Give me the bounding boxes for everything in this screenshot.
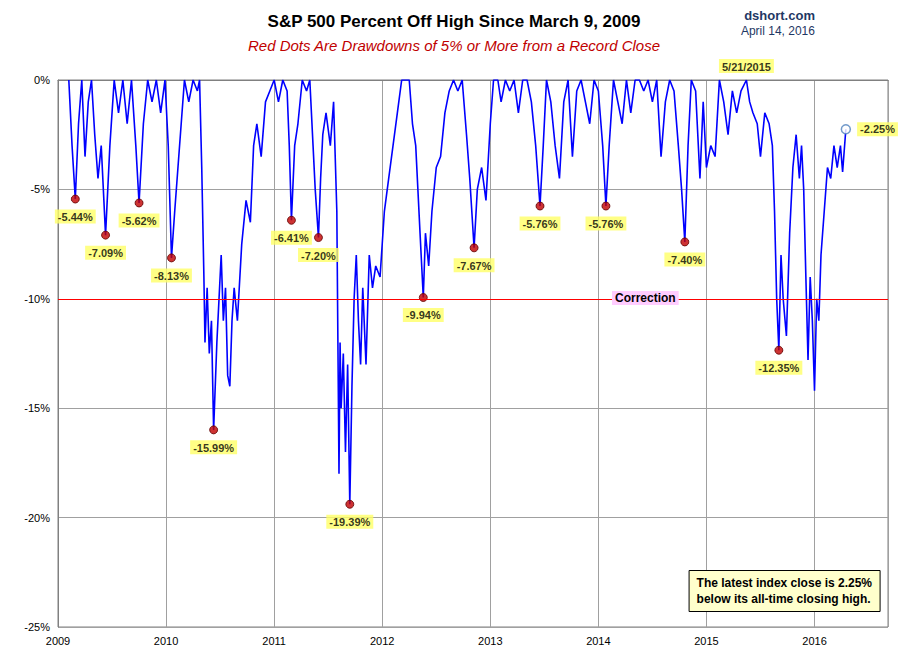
svg-text:-25%: -25%: [24, 621, 50, 633]
svg-text:-5.44%: -5.44%: [58, 211, 93, 223]
svg-text:The latest index close is 2.25: The latest index close is 2.25%: [697, 576, 873, 590]
svg-text:0%: 0%: [34, 74, 50, 86]
svg-text:2016: 2016: [802, 635, 826, 647]
svg-text:-15%: -15%: [24, 402, 50, 414]
svg-text:-15.99%: -15.99%: [193, 442, 234, 454]
svg-text:-12.35%: -12.35%: [758, 362, 799, 374]
svg-text:-7.20%: -7.20%: [301, 250, 336, 262]
svg-text:5/21/2015: 5/21/2015: [722, 61, 771, 73]
svg-text:2010: 2010: [154, 635, 178, 647]
svg-text:-20%: -20%: [24, 512, 50, 524]
svg-text:-7.09%: -7.09%: [88, 247, 123, 259]
svg-text:-7.67%: -7.67%: [457, 260, 492, 272]
svg-text:2012: 2012: [370, 635, 394, 647]
svg-text:-10%: -10%: [24, 293, 50, 305]
svg-text:-5.76%: -5.76%: [589, 218, 624, 230]
svg-text:-9.94%: -9.94%: [406, 309, 441, 321]
svg-text:-19.39%: -19.39%: [329, 516, 370, 528]
svg-text:2011: 2011: [262, 635, 286, 647]
svg-text:dshort.com: dshort.com: [744, 8, 815, 23]
svg-text:April 14, 2016: April 14, 2016: [741, 24, 815, 38]
svg-text:S&P 500 Percent Off High Since: S&P 500 Percent Off High Since March 9, …: [268, 12, 641, 31]
svg-text:-5.76%: -5.76%: [523, 218, 558, 230]
svg-text:2013: 2013: [478, 635, 502, 647]
svg-text:2014: 2014: [586, 635, 610, 647]
svg-text:-8.13%: -8.13%: [154, 270, 189, 282]
svg-text:-7.40%: -7.40%: [667, 254, 702, 266]
svg-text:2009: 2009: [46, 635, 70, 647]
svg-text:below its all-time closing hig: below its all-time closing high.: [697, 592, 871, 606]
svg-text:-6.41%: -6.41%: [274, 232, 309, 244]
svg-text:-5%: -5%: [30, 183, 50, 195]
svg-text:2015: 2015: [694, 635, 718, 647]
svg-text:-5.62%: -5.62%: [122, 215, 157, 227]
svg-text:-2.25%: -2.25%: [860, 123, 895, 135]
svg-text:Red Dots Are Drawdowns of 5% o: Red Dots Are Drawdowns of 5% or More fro…: [248, 37, 660, 54]
svg-text:Correction: Correction: [615, 291, 676, 305]
